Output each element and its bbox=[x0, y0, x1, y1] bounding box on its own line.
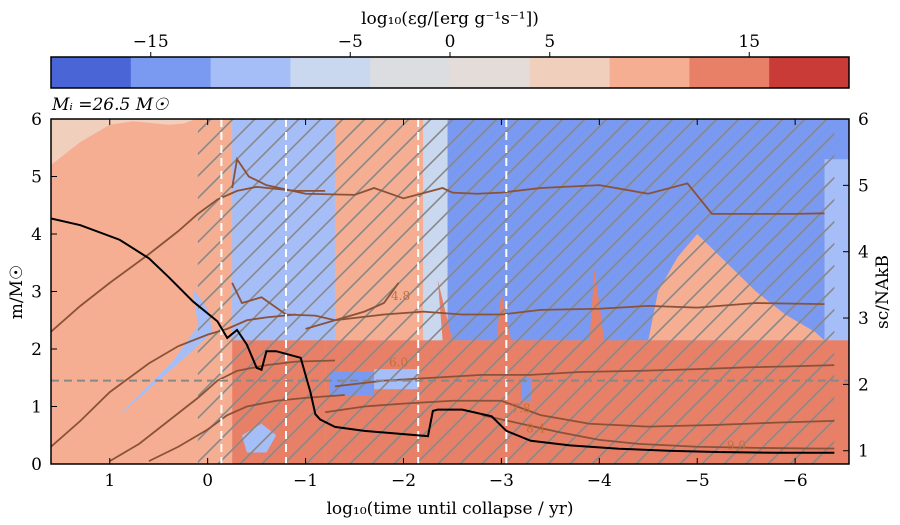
y-tick-label: 0 bbox=[31, 455, 42, 475]
y-tick-label: 5 bbox=[31, 168, 42, 188]
y-tick-label: 1 bbox=[31, 398, 42, 418]
colorbar-bin bbox=[210, 57, 291, 88]
colorbar-bin bbox=[450, 57, 531, 88]
contour-boundary-middle bbox=[231, 282, 825, 322]
region-top-left-fade bbox=[51, 119, 149, 165]
colorbar-tick-label: 5 bbox=[544, 32, 555, 52]
y2-axis: 1 2 3 4 5 6 bbox=[843, 110, 869, 462]
colorbar-bin bbox=[290, 57, 371, 88]
plot-area: 4.8 6.0 7.8 8.4 9.0 bbox=[51, 119, 849, 464]
contour-lower-2 bbox=[325, 399, 835, 428]
colorbar-bin bbox=[370, 57, 451, 88]
y-tick-label: 4 bbox=[31, 225, 42, 245]
contour-boundary-low bbox=[305, 282, 400, 330]
colorbar-bin bbox=[130, 57, 212, 88]
colorbar-bin bbox=[769, 57, 850, 88]
x-tick-label: −2 bbox=[391, 471, 416, 491]
y2-tick-label: 5 bbox=[858, 176, 869, 196]
contour-label: 6.0 bbox=[389, 355, 408, 369]
y2-axis-label: sc/NAkB bbox=[873, 255, 893, 329]
contour-labels: 4.8 6.0 7.8 8.4 9.0 bbox=[389, 289, 746, 453]
contour-diagonal-3 bbox=[109, 359, 335, 462]
central-entropy-curve bbox=[51, 217, 835, 454]
x-tick-label: 1 bbox=[104, 471, 115, 491]
colorbar-tick-label: 0 bbox=[445, 32, 456, 52]
colorbar-tick-label: −5 bbox=[338, 32, 363, 52]
x-tick-label: −6 bbox=[783, 471, 808, 491]
y-axis-label: m/M☉ bbox=[7, 265, 27, 320]
region-top-left bbox=[51, 119, 196, 125]
colorbar-bin bbox=[51, 57, 132, 88]
y2-tick-label: 3 bbox=[858, 309, 869, 329]
contour-lower-3 bbox=[481, 414, 835, 450]
entropy-contours bbox=[51, 156, 835, 462]
x-tick-label: −5 bbox=[685, 471, 710, 491]
y2-tick-label: 2 bbox=[858, 375, 869, 395]
contour-boundary-top bbox=[231, 156, 825, 215]
dashed-vertical-lines bbox=[220, 119, 508, 464]
colorbar-tick-label: −15 bbox=[133, 32, 169, 52]
y2-tick-label: 6 bbox=[858, 110, 869, 130]
colorbar-bin bbox=[529, 57, 611, 88]
colorbar-tick-labels: −15 −5 0 5 15 bbox=[133, 32, 760, 52]
colorbar-tick-label: 15 bbox=[738, 32, 760, 52]
contour-label: 7.8 bbox=[511, 401, 530, 415]
contour-diagonal-1 bbox=[51, 313, 296, 448]
x-tick-label: 0 bbox=[202, 471, 213, 491]
x-axis-label: log₁₀(time until collapse / yr) bbox=[326, 499, 573, 519]
x-tick-label: −4 bbox=[587, 471, 612, 491]
contour-lower-1 bbox=[334, 364, 835, 388]
y2-tick-label: 1 bbox=[858, 442, 869, 462]
colorbar bbox=[50, 52, 850, 89]
y-tick-label: 2 bbox=[31, 340, 42, 360]
colorbar-label: log₁₀(εg/[erg g⁻¹s⁻¹]) bbox=[361, 9, 539, 29]
x-tick-label: −1 bbox=[293, 471, 318, 491]
contour-label: 9.0 bbox=[727, 439, 746, 453]
contour-diagonal-4 bbox=[148, 394, 345, 462]
contour-diagonal-2 bbox=[51, 185, 326, 333]
colorbar-bin bbox=[609, 57, 690, 88]
y2-tick-label: 4 bbox=[858, 243, 869, 263]
contour-label: 4.8 bbox=[391, 289, 410, 303]
colorbar-bin bbox=[689, 57, 770, 88]
y-tick-label: 6 bbox=[31, 110, 42, 130]
contour-label: 8.4 bbox=[526, 421, 545, 435]
y-tick-label: 3 bbox=[31, 283, 42, 303]
mass-annotation: Mᵢ =26.5 M☉ bbox=[51, 95, 169, 115]
y-axis: 0 1 2 3 4 5 6 bbox=[31, 110, 57, 475]
x-tick-label: −3 bbox=[489, 471, 514, 491]
x-axis: 1 0 −1 −2 −3 −4 −5 −6 bbox=[104, 119, 808, 491]
